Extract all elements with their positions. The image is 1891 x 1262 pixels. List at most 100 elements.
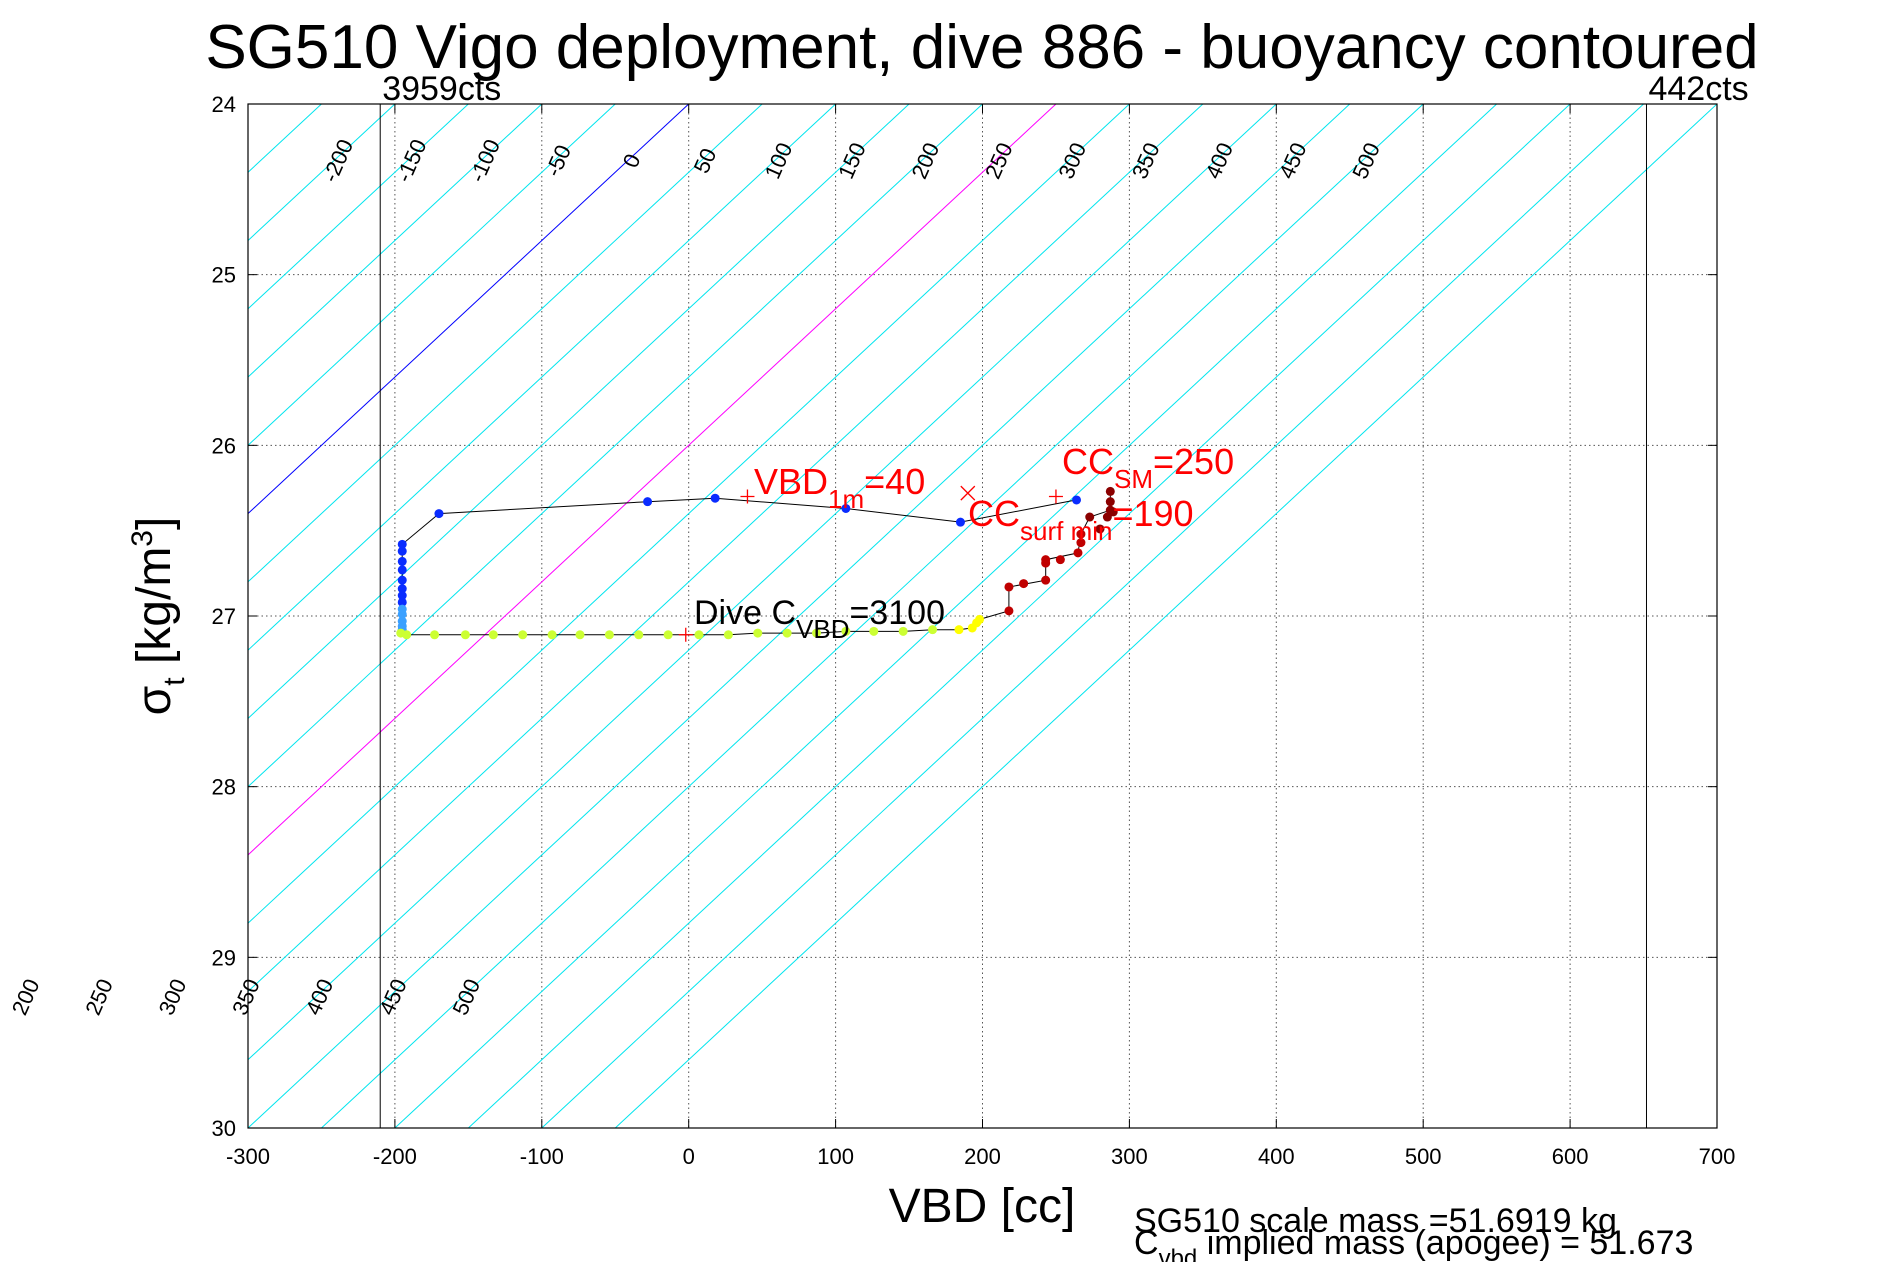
contour-line xyxy=(248,104,543,378)
ascent-point xyxy=(812,628,822,638)
contour-line xyxy=(248,104,1351,1128)
x-tick-label: 700 xyxy=(1699,1144,1736,1169)
y-axis-label-sub: t xyxy=(158,677,191,686)
x-tick-label: -200 xyxy=(373,1144,417,1169)
y-tick-label: 27 xyxy=(212,604,236,629)
descent-point xyxy=(397,584,407,594)
annotation-ccsm-sub: SM xyxy=(1114,464,1153,494)
ascent-point xyxy=(841,626,851,636)
x-tick-label: -100 xyxy=(520,1144,564,1169)
y-axis-label-main: σ xyxy=(128,686,181,716)
contour-line xyxy=(614,104,1717,1128)
ascent-point xyxy=(634,630,644,640)
surface-point xyxy=(1108,507,1118,517)
ascent-point xyxy=(954,625,964,635)
contour-line xyxy=(248,104,910,720)
x-tick-label: 0 xyxy=(683,1144,695,1169)
contour-line xyxy=(394,104,1497,1128)
surface-point xyxy=(1105,497,1115,507)
y-axis-label-sup: 3 xyxy=(126,530,159,547)
y-tick-label: 29 xyxy=(212,945,236,970)
x-tick-label: 300 xyxy=(1111,1144,1148,1169)
contour-line xyxy=(248,104,616,447)
ascent-point xyxy=(575,630,585,640)
contour-label: -150 xyxy=(391,135,432,185)
ascent-point xyxy=(975,614,985,624)
contour-line xyxy=(248,104,690,515)
descent-point xyxy=(397,539,407,549)
chart-title: SG510 Vigo deployment, dive 886 - buoyan… xyxy=(205,13,1758,82)
annotation-ccsm: CCSM=250 xyxy=(1062,441,1234,494)
footer-implied-mass-main: C xyxy=(1134,1224,1159,1262)
contour-label: -250 xyxy=(0,0,22,5)
surface-point xyxy=(1004,582,1014,592)
contour-line xyxy=(248,104,763,583)
plus-marker xyxy=(678,627,693,642)
descent-trace xyxy=(401,497,1077,630)
contour-line xyxy=(541,104,1644,1128)
x-tick-label: 400 xyxy=(1258,1144,1295,1169)
x-tick-label: 600 xyxy=(1552,1144,1589,1169)
descent-point xyxy=(1072,495,1082,505)
annotation-divecvbd-suffix: =3100 xyxy=(850,594,946,632)
contour-line xyxy=(248,104,469,310)
ascent-point xyxy=(547,630,557,640)
vbd-limit-lines: 3959cts 442cts xyxy=(379,70,1749,1128)
contour-label: 50 xyxy=(689,144,722,177)
contour-line xyxy=(248,104,1057,856)
surface-point xyxy=(1041,575,1051,585)
annotation-ccsurf-suffix: =190 xyxy=(1112,493,1193,534)
annotation-divecvbd: Dive CVBD=3100 xyxy=(694,594,945,644)
contour-label: 300 xyxy=(154,975,192,1019)
grid xyxy=(248,104,1717,1128)
ascent-point xyxy=(518,630,528,640)
footer-implied-mass-sub: vbd xyxy=(1159,1245,1198,1262)
contour-line xyxy=(0,104,101,1128)
surface-point xyxy=(1102,512,1112,522)
ascent-point xyxy=(869,626,879,636)
y-tick-label: 28 xyxy=(212,775,236,800)
annotation-vbd1m: VBD1m=40 xyxy=(754,461,925,514)
data-series xyxy=(396,486,1118,640)
descent-point xyxy=(397,556,407,566)
contour-line xyxy=(321,104,1424,1128)
ascent-point xyxy=(898,626,908,636)
footer-scale-mass: SG510 scale mass =51.6919 kg xyxy=(1134,1202,1617,1240)
descent-point xyxy=(955,517,965,527)
reference-markers xyxy=(678,485,1063,642)
contour-line xyxy=(0,104,28,1128)
descent-point xyxy=(397,546,407,556)
annotation-ccsm-suffix: =250 xyxy=(1153,441,1234,482)
descent-point xyxy=(841,503,851,513)
x-tick-label: 500 xyxy=(1405,1144,1442,1169)
annotation-ccsurf-sub: surf min xyxy=(1020,516,1112,546)
plus-marker xyxy=(1048,489,1063,504)
annotation-ccsm-label: CC xyxy=(1062,441,1114,482)
x-tick-label: -300 xyxy=(226,1144,270,1169)
ascent-point xyxy=(460,630,470,640)
descent-point xyxy=(434,509,444,519)
annotation-ccsurf: CCsurf min=190 xyxy=(968,493,1194,546)
y-tick-label: 24 xyxy=(212,92,236,117)
surface-point xyxy=(1105,486,1115,496)
ascent-point xyxy=(663,630,673,640)
x-tick-label: 200 xyxy=(964,1144,1001,1169)
cross-marker xyxy=(960,485,976,501)
ascent-point xyxy=(694,630,704,640)
annotation-vbd1m-suffix: =40 xyxy=(864,461,925,502)
ascent-point xyxy=(430,630,440,640)
surface-point xyxy=(1095,524,1105,534)
ascent-point xyxy=(782,628,792,638)
footer-implied-mass-rest: implied mass (apogee) = 51.673 xyxy=(1197,1224,1693,1262)
ascent-point xyxy=(604,630,614,640)
contour-label: -200 xyxy=(317,135,358,185)
ascent-point xyxy=(723,630,733,640)
ascent-point xyxy=(753,628,763,638)
footer-implied-mass: Cvbd implied mass (apogee) = 51.673 xyxy=(1134,1224,1693,1262)
descent-point xyxy=(397,609,407,619)
ascent-point xyxy=(488,630,498,640)
contour-line xyxy=(248,104,983,788)
vbd-limit-label: 3959cts xyxy=(382,70,501,108)
contour-lines xyxy=(0,104,1717,1128)
